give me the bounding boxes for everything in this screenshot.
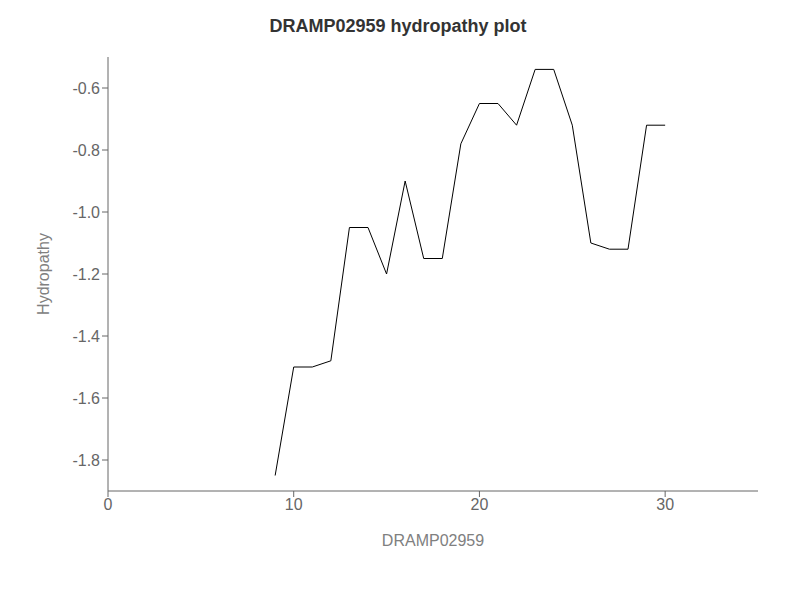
svg-text:-1.6: -1.6: [72, 390, 100, 407]
svg-text:Hydropathy: Hydropathy: [35, 233, 52, 315]
svg-text:-1.2: -1.2: [72, 266, 100, 283]
svg-text:DRAMP02959: DRAMP02959: [382, 532, 484, 549]
svg-text:20: 20: [471, 496, 489, 513]
svg-text:-1.8: -1.8: [72, 452, 100, 469]
html-text:DRAMP02959 hydropathy plot: DRAMP02959 hydropathy plot: [269, 16, 527, 36]
svg-text:30: 30: [656, 496, 674, 513]
svg-text:-1.4: -1.4: [72, 328, 100, 345]
svg-text:-0.6: -0.6: [72, 80, 100, 97]
svg-text:10: 10: [285, 496, 303, 513]
svg-text:-1.0: -1.0: [72, 204, 100, 221]
svg-text:-0.8: -0.8: [72, 142, 100, 159]
svg-text:0: 0: [104, 496, 113, 513]
